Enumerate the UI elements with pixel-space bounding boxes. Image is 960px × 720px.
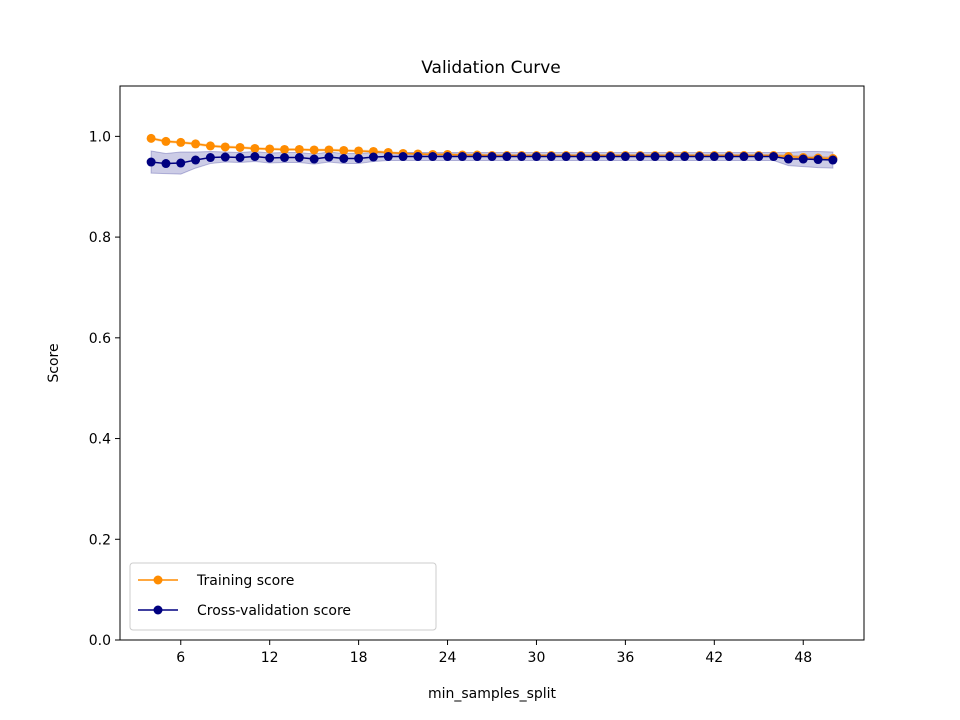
legend-box [129,562,437,631]
x-tick-label: 12 [261,650,279,666]
data-point-series-1 [635,152,645,162]
x-tick-label: 30 [528,650,546,666]
data-point-series-1 [339,154,349,164]
x-tick-label: 48 [794,650,812,666]
y-tick-label: 0.0 [89,633,111,649]
data-point-series-1 [280,153,290,163]
legend-marker-series-1 [153,605,163,615]
data-point-series-1 [813,155,823,165]
data-point-series-0 [161,136,171,146]
x-tick-label: 36 [616,650,634,666]
data-point-series-1 [472,152,482,162]
x-tick-label: 6 [176,650,185,666]
y-tick-label: 0.8 [89,230,111,246]
data-point-series-0 [265,144,275,154]
data-point-series-1 [606,152,616,162]
data-point-series-1 [413,152,423,162]
data-point-series-0 [146,133,156,143]
data-point-series-1 [250,152,260,162]
y-tick-label: 1.0 [89,129,111,145]
data-point-series-1 [798,154,808,164]
data-point-series-1 [724,152,734,162]
data-point-series-0 [191,139,201,149]
data-point-series-1 [235,153,245,163]
data-point-series-0 [235,142,245,152]
data-point-series-1 [368,152,378,162]
data-point-series-1 [739,152,749,162]
data-point-series-1 [457,152,467,162]
data-point-series-0 [220,142,230,152]
data-point-series-1 [383,152,393,162]
data-point-series-1 [309,154,319,164]
series-points [146,133,838,169]
data-point-series-0 [294,144,304,154]
data-point-series-1 [694,152,704,162]
data-point-series-1 [576,152,586,162]
data-point-series-1 [517,152,527,162]
x-tick-label: 18 [350,650,368,666]
data-point-series-1 [294,153,304,163]
data-point-series-1 [443,152,453,162]
data-point-series-1 [161,159,171,169]
y-tick-label: 0.2 [89,532,111,548]
data-point-series-1 [546,152,556,162]
data-point-series-0 [354,146,364,156]
data-point-series-1 [665,152,675,162]
data-point-series-0 [250,143,260,153]
data-point-series-1 [502,152,512,162]
data-point-series-1 [769,152,779,162]
data-point-series-0 [176,137,186,147]
data-point-series-1 [709,152,719,162]
data-point-series-1 [591,152,601,162]
data-point-series-0 [339,145,349,155]
data-point-series-1 [354,154,364,164]
legend: Training score Cross-validation score [129,562,437,631]
data-point-series-1 [220,152,230,162]
x-axis-ticks: 6 12 18 24 30 36 42 48 [176,640,812,666]
plot-frame [119,85,865,641]
y-tick-label: 0.6 [89,331,111,347]
data-point-series-1 [205,153,215,163]
data-point-series-1 [620,152,630,162]
data-point-series-1 [191,155,201,165]
data-point-series-1 [487,152,497,162]
data-point-series-0 [324,145,334,155]
data-point-series-1 [680,152,690,162]
y-axis-label: Score [46,343,62,382]
data-point-series-1 [398,152,408,162]
data-point-series-1 [754,152,764,162]
data-point-series-1 [176,158,186,168]
x-tick-label: 24 [439,650,457,666]
data-point-series-0 [280,144,290,154]
legend-label-series-1: Cross-validation score [197,603,351,619]
data-point-series-1 [783,154,793,164]
data-point-series-1 [428,152,438,162]
data-point-series-1 [828,155,838,165]
chart-title: Validation Curve [421,58,561,78]
y-axis-ticks: 0.0 0.2 0.4 0.6 0.8 1.0 [89,129,120,649]
x-axis-label: min_samples_split [428,686,557,702]
data-point-series-1 [650,152,660,162]
data-point-series-1 [265,153,275,163]
data-point-series-1 [324,152,334,162]
data-point-series-1 [561,152,571,162]
data-point-series-1 [531,152,541,162]
legend-label-series-0: Training score [196,573,294,589]
data-point-series-1 [146,157,156,167]
x-tick-label: 42 [705,650,723,666]
legend-marker-series-0 [153,575,163,585]
y-tick-label: 0.4 [89,432,111,448]
data-point-series-0 [205,141,215,151]
data-point-series-0 [309,145,319,155]
